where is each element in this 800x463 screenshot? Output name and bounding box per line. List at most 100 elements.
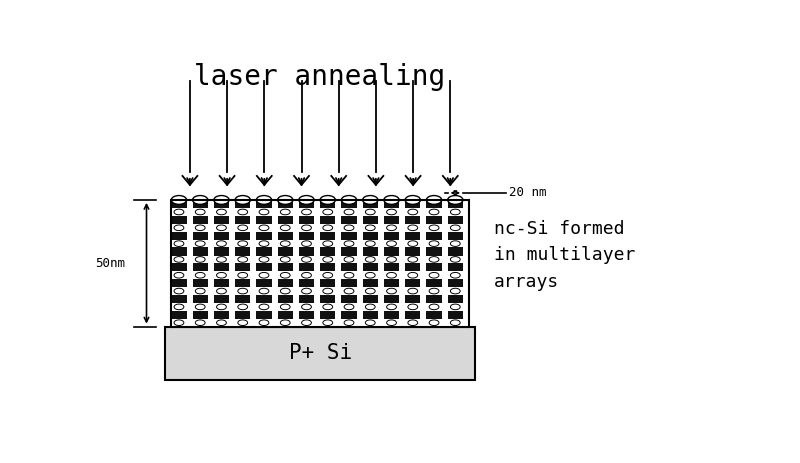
Circle shape [344,241,354,246]
Circle shape [450,272,460,278]
Bar [256,303,272,311]
Bar [320,271,335,279]
Circle shape [238,241,248,246]
Circle shape [344,304,354,310]
Circle shape [217,257,226,262]
Text: laser annealing: laser annealing [194,63,446,91]
Circle shape [195,272,205,278]
Circle shape [450,257,460,262]
Bar [299,319,314,326]
Bar [405,287,421,295]
Circle shape [429,257,439,262]
Bar [171,208,186,216]
Bar [299,303,314,311]
Circle shape [195,209,205,215]
Circle shape [344,272,354,278]
Circle shape [429,288,439,294]
Bar [193,287,208,295]
Bar [320,256,335,263]
Bar [384,303,399,311]
Bar [426,271,442,279]
Circle shape [195,304,205,310]
Bar [278,256,293,263]
Circle shape [174,320,184,325]
Bar [193,224,208,232]
Circle shape [426,195,442,204]
Circle shape [323,209,333,215]
Text: nc-Si formed
in multilayer
arrays: nc-Si formed in multilayer arrays [494,220,635,291]
Circle shape [386,209,397,215]
Circle shape [217,288,226,294]
Circle shape [238,209,248,215]
Bar [384,224,399,232]
Bar [214,287,229,295]
Circle shape [408,272,418,278]
Bar [193,271,208,279]
Bar [384,208,399,216]
Bar [256,287,272,295]
Bar [299,240,314,247]
Bar [448,208,463,216]
Bar [193,240,208,247]
Bar [426,256,442,263]
Bar [235,240,250,247]
Bar [405,256,421,263]
Bar [335,200,342,326]
Circle shape [323,320,333,325]
Circle shape [362,195,378,204]
Bar [405,303,421,311]
Bar [299,271,314,279]
Circle shape [408,320,418,325]
Circle shape [366,225,375,231]
Bar [171,271,186,279]
Circle shape [408,225,418,231]
Bar [256,271,272,279]
Circle shape [214,195,229,204]
Bar [293,200,299,326]
Circle shape [259,272,269,278]
Bar [165,326,475,380]
Circle shape [386,304,397,310]
Circle shape [429,241,439,246]
Circle shape [366,288,375,294]
Bar [448,256,463,263]
Bar [235,256,250,263]
Bar [256,319,272,326]
Circle shape [342,195,357,204]
Bar [426,319,442,326]
Circle shape [366,241,375,246]
Circle shape [450,225,460,231]
Circle shape [386,225,397,231]
Circle shape [450,320,460,325]
Bar [314,200,320,326]
Bar [426,240,442,247]
Bar [448,271,463,279]
Circle shape [217,320,226,325]
Circle shape [450,288,460,294]
Bar [426,303,442,311]
Circle shape [280,241,290,246]
Circle shape [193,195,208,204]
Bar [171,319,186,326]
Circle shape [217,225,226,231]
Bar [320,224,335,232]
Circle shape [238,288,248,294]
Bar [235,271,250,279]
Circle shape [174,288,184,294]
Bar [171,240,186,247]
Bar [362,256,378,263]
Circle shape [323,304,333,310]
Circle shape [448,195,463,204]
Circle shape [408,304,418,310]
Bar [362,303,378,311]
Circle shape [280,257,290,262]
Circle shape [429,209,439,215]
Circle shape [259,320,269,325]
Circle shape [280,288,290,294]
Circle shape [408,209,418,215]
Circle shape [280,272,290,278]
Circle shape [302,225,311,231]
Circle shape [450,304,460,310]
Bar [320,287,335,295]
Bar [272,200,278,326]
